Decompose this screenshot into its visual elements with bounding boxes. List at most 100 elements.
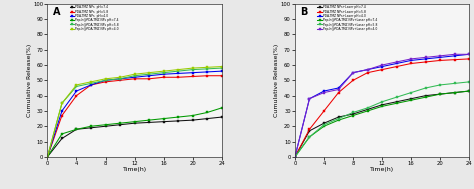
PDA-TMZ NPs  pH=7.4 — [45, 156, 50, 158]
X-axis label: Time(h): Time(h) — [370, 167, 394, 172]
Pep-h@PDA-TMZ NPs+Laser pH=4.0 — [350, 72, 356, 74]
Pep-h@PDA-TMZ NPs+Laser pH=5.8 — [292, 156, 298, 158]
PDA-TMZ NPs  pH=5.8 — [204, 75, 210, 77]
Pep-h@PDA-TMZ NPs pH=4.0 — [204, 66, 210, 68]
Pep-h@PDA-TMZ NPs pH=4.0 — [132, 73, 137, 75]
PDA-TMZ NPs+Laser pH=5.8 — [307, 128, 312, 130]
Pep-h@PDA-TMZ NPs+Laser pH=7.4 — [379, 105, 385, 108]
PDA-TMZ NPs  pH=7.4 — [146, 121, 152, 124]
Pep-h@PDA-TMZ NPs+Laser pH=4.0 — [365, 68, 370, 71]
Pep-h@PDA-TMZ NPs pH=7.4 — [132, 121, 137, 123]
Pep-h@PDA-TMZ NPs+Laser pH=4.0 — [438, 55, 443, 57]
Pep-h@PDA-TMZ NPs+Laser pH=5.8 — [336, 117, 341, 120]
PDA-TMZ NPs+Laser pH=5.8 — [321, 110, 327, 112]
Pep-h@PDA-TMZ NPs+Laser pH=7.4 — [365, 110, 370, 112]
PDA-TMZ NPs  pH=7.4 — [88, 127, 94, 129]
Pep-h@PDA-TMZ NPs pH=4.0 — [88, 81, 94, 83]
Pep-h@PDA-TMZ NPs+Laser pH=7.4 — [452, 91, 457, 94]
PDA-TMZ NPs+Laser pH=5.8 — [336, 91, 341, 94]
PDA-TMZ NPs  pH=5.8 — [175, 76, 181, 78]
Text: B: B — [300, 7, 308, 17]
PDA-TMZ NPs+Laser pH=4.0 — [336, 87, 341, 89]
Pep-h@PDA-TMZ NPs pH=7.4 — [73, 128, 79, 130]
PDA-TMZ NPs+Laser pH=7.4 — [350, 113, 356, 115]
Line: Pep-h@PDA-TMZ NPs pH=5.8: Pep-h@PDA-TMZ NPs pH=5.8 — [46, 67, 223, 158]
Pep-h@PDA-TMZ NPs pH=7.4 — [59, 133, 65, 135]
Pep-h@PDA-TMZ NPs pH=5.8 — [204, 68, 210, 70]
PDA-TMZ NPs  pH=4.0 — [132, 76, 137, 78]
Pep-h@PDA-TMZ NPs pH=5.8 — [219, 67, 225, 69]
PDA-TMZ NPs+Laser pH=4.0 — [365, 68, 370, 71]
Pep-h@PDA-TMZ NPs+Laser pH=4.0 — [408, 58, 414, 60]
Y-axis label: Cumulative Release(%): Cumulative Release(%) — [27, 44, 32, 117]
Pep-h@PDA-TMZ NPs pH=4.0 — [117, 76, 123, 78]
Pep-h@PDA-TMZ NPs+Laser pH=7.4 — [394, 102, 400, 104]
Pep-h@PDA-TMZ NPs pH=7.4 — [103, 124, 109, 126]
X-axis label: Time(h): Time(h) — [122, 167, 146, 172]
Pep-h@PDA-TMZ NPs+Laser pH=7.4 — [423, 96, 428, 98]
PDA-TMZ NPs+Laser pH=4.0 — [307, 98, 312, 100]
Pep-h@PDA-TMZ NPs pH=4.0 — [59, 102, 65, 104]
Pep-h@PDA-TMZ NPs+Laser pH=4.0 — [379, 64, 385, 66]
Line: Pep-h@PDA-TMZ NPs+Laser pH=5.8: Pep-h@PDA-TMZ NPs+Laser pH=5.8 — [294, 81, 471, 158]
PDA-TMZ NPs+Laser pH=5.8 — [379, 68, 385, 71]
PDA-TMZ NPs  pH=4.0 — [88, 84, 94, 86]
PDA-TMZ NPs  pH=5.8 — [59, 114, 65, 117]
Pep-h@PDA-TMZ NPs pH=5.8 — [117, 78, 123, 80]
PDA-TMZ NPs  pH=4.0 — [146, 75, 152, 77]
Pep-h@PDA-TMZ NPs+Laser pH=7.4 — [350, 114, 356, 117]
PDA-TMZ NPs  pH=7.4 — [132, 122, 137, 124]
Pep-h@PDA-TMZ NPs pH=5.8 — [161, 72, 166, 74]
PDA-TMZ NPs+Laser pH=7.4 — [394, 101, 400, 103]
Pep-h@PDA-TMZ NPs+Laser pH=5.8 — [452, 82, 457, 84]
Pep-h@PDA-TMZ NPs+Laser pH=4.0 — [336, 88, 341, 91]
Pep-h@PDA-TMZ NPs+Laser pH=4.0 — [292, 156, 298, 158]
Line: PDA-TMZ NPs+Laser pH=4.0: PDA-TMZ NPs+Laser pH=4.0 — [294, 53, 471, 158]
Pep-h@PDA-TMZ NPs pH=7.4 — [117, 122, 123, 124]
Pep-h@PDA-TMZ NPs+Laser pH=5.8 — [307, 136, 312, 138]
PDA-TMZ NPs+Laser pH=4.0 — [321, 90, 327, 92]
PDA-TMZ NPs+Laser pH=5.8 — [394, 65, 400, 68]
PDA-TMZ NPs  pH=5.8 — [88, 84, 94, 86]
Pep-h@PDA-TMZ NPs pH=4.0 — [161, 70, 166, 72]
PDA-TMZ NPs+Laser pH=5.8 — [438, 59, 443, 62]
Pep-h@PDA-TMZ NPs pH=7.4 — [219, 107, 225, 109]
Pep-h@PDA-TMZ NPs+Laser pH=4.0 — [452, 53, 457, 55]
Pep-h@PDA-TMZ NPs pH=5.8 — [73, 85, 79, 88]
PDA-TMZ NPs  pH=4.0 — [73, 90, 79, 92]
Pep-h@PDA-TMZ NPs pH=4.0 — [175, 68, 181, 71]
PDA-TMZ NPs+Laser pH=4.0 — [438, 56, 443, 59]
Pep-h@PDA-TMZ NPs pH=5.8 — [59, 102, 65, 104]
Pep-h@PDA-TMZ NPs+Laser pH=5.8 — [379, 101, 385, 103]
Line: Pep-h@PDA-TMZ NPs+Laser pH=7.4: Pep-h@PDA-TMZ NPs+Laser pH=7.4 — [294, 90, 471, 158]
Line: Pep-h@PDA-TMZ NPs pH=7.4: Pep-h@PDA-TMZ NPs pH=7.4 — [46, 107, 223, 158]
Pep-h@PDA-TMZ NPs pH=5.8 — [132, 75, 137, 77]
Pep-h@PDA-TMZ NPs+Laser pH=7.4 — [336, 119, 341, 121]
PDA-TMZ NPs  pH=5.8 — [146, 78, 152, 80]
Pep-h@PDA-TMZ NPs+Laser pH=7.4 — [466, 90, 472, 92]
PDA-TMZ NPs+Laser pH=5.8 — [423, 61, 428, 63]
PDA-TMZ NPs  pH=7.4 — [219, 116, 225, 118]
Pep-h@PDA-TMZ NPs+Laser pH=5.8 — [350, 111, 356, 114]
PDA-TMZ NPs  pH=4.0 — [175, 72, 181, 75]
Pep-h@PDA-TMZ NPs+Laser pH=4.0 — [423, 56, 428, 59]
PDA-TMZ NPs  pH=4.0 — [219, 70, 225, 72]
PDA-TMZ NPs  pH=7.4 — [204, 117, 210, 120]
Pep-h@PDA-TMZ NPs pH=7.4 — [146, 119, 152, 121]
Pep-h@PDA-TMZ NPs pH=5.8 — [175, 70, 181, 72]
Line: PDA-TMZ NPs+Laser pH=7.4: PDA-TMZ NPs+Laser pH=7.4 — [294, 90, 471, 158]
PDA-TMZ NPs+Laser pH=5.8 — [452, 59, 457, 61]
PDA-TMZ NPs  pH=7.4 — [73, 128, 79, 130]
PDA-TMZ NPs+Laser pH=7.4 — [408, 98, 414, 100]
Pep-h@PDA-TMZ NPs pH=4.0 — [190, 67, 195, 69]
PDA-TMZ NPs+Laser pH=4.0 — [292, 156, 298, 158]
Pep-h@PDA-TMZ NPs pH=7.4 — [161, 117, 166, 120]
PDA-TMZ NPs+Laser pH=5.8 — [466, 58, 472, 60]
Legend: PDA-TMZ NPs  pH=7.4, PDA-TMZ NPs  pH=5.8, PDA-TMZ NPs  pH=4.0, Pep-h@PDA-TMZ NPs: PDA-TMZ NPs pH=7.4, PDA-TMZ NPs pH=5.8, … — [70, 5, 119, 31]
PDA-TMZ NPs+Laser pH=7.4 — [365, 108, 370, 111]
Pep-h@PDA-TMZ NPs pH=4.0 — [103, 78, 109, 80]
PDA-TMZ NPs  pH=4.0 — [204, 71, 210, 73]
PDA-TMZ NPs  pH=7.4 — [175, 120, 181, 122]
PDA-TMZ NPs  pH=4.0 — [190, 72, 195, 74]
Y-axis label: Cumulative Release(%): Cumulative Release(%) — [274, 44, 279, 117]
